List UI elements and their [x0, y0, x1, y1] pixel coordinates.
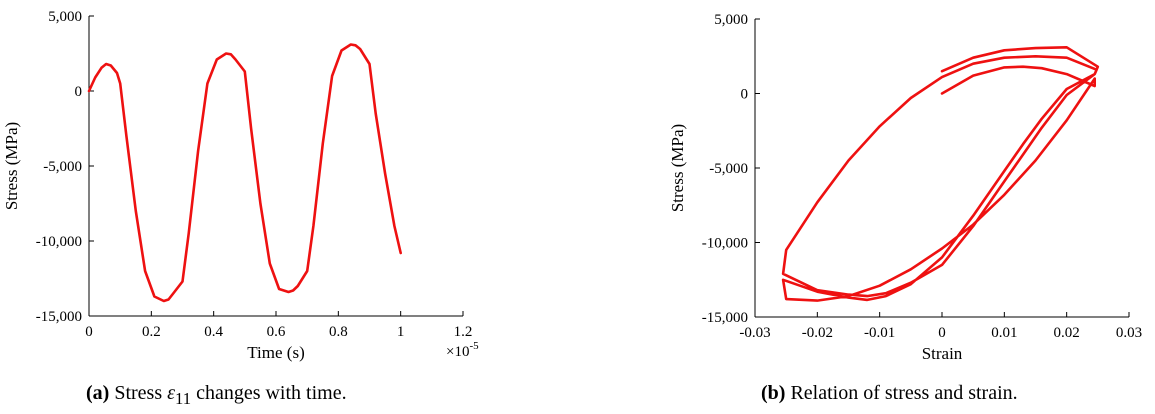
x-tick-label: 0.2 [142, 324, 161, 340]
x-multiplier-base: ×10 [446, 344, 469, 360]
x-tick-label: 0.4 [204, 324, 223, 340]
x-tick-label: 0.01 [991, 325, 1017, 341]
y-tick-label: 5,000 [48, 9, 82, 25]
y-tick-label: -5,000 [709, 161, 748, 177]
y-tick-label: 5,000 [714, 12, 748, 28]
x-tick-label: 0 [938, 325, 946, 341]
x-tick-label: 0.8 [329, 324, 348, 340]
y-tick-label: -15,000 [702, 310, 748, 326]
chart-b-panel: -0.03 -0.02 -0.01 0 0.01 0.02 0.03 5,000 0 -5,000… [578, 0, 1155, 414]
chart-a-panel: 0 0.2 0.4 0.6 0.8 1 1.2 5,000 0 -5,000 -10,000 -15,… [0, 0, 577, 414]
y-tick-label: -15,000 [36, 309, 82, 325]
x-axis-label: Strain [922, 344, 963, 363]
y-tick-label: -10,000 [702, 236, 748, 252]
x-tick-label: -0.01 [864, 325, 895, 341]
chart-a: 0 0.2 0.4 0.6 0.8 1 1.2 5,000 0 -5,000 -10,000 -15,… [2, 9, 479, 362]
caption-a-post: changes with time. [191, 382, 347, 404]
y-axis-label: Stress (MPa) [668, 124, 687, 212]
x-axis-multiplier: ×10-5 [446, 340, 479, 360]
y-axis-label: Stress (MPa) [2, 122, 21, 210]
y-tick-label: 0 [741, 87, 749, 103]
series-line [87, 43, 402, 303]
caption-a-pre: Stress [109, 382, 168, 404]
chart-b: -0.03 -0.02 -0.01 0 0.01 0.02 0.03 5,000 0 -5,000… [668, 12, 1142, 363]
caption-a-label: (a) [86, 382, 110, 404]
x-multiplier-exponent: -5 [469, 340, 479, 352]
series-line [781, 46, 1100, 302]
y-tick-label: -5,000 [43, 159, 82, 175]
x-tick-label: 1 [397, 324, 405, 340]
x-tick-label: 1.2 [454, 324, 473, 340]
x-tick-label: 0.6 [267, 324, 286, 340]
x-tick-label: 0 [85, 324, 93, 340]
x-tick-label: 0.03 [1116, 325, 1142, 341]
caption-b-text: Relation of stress and strain. [785, 382, 1018, 404]
x-axis-label: Time (s) [247, 343, 304, 362]
x-tick-label: -0.03 [739, 325, 770, 341]
x-tick-label: -0.02 [802, 325, 833, 341]
caption-a-symbol: ε [167, 382, 176, 404]
y-tick-label: -10,000 [36, 234, 82, 250]
caption-a: (a) Stress ε11 changes with time. [86, 382, 347, 409]
caption-a-subscript: 11 [175, 389, 192, 408]
caption-b-label: (b) [761, 382, 786, 404]
y-tick-label: 0 [75, 84, 83, 100]
x-tick-label: 0.02 [1054, 325, 1080, 341]
caption-b: (b) Relation of stress and strain. [761, 382, 1018, 405]
